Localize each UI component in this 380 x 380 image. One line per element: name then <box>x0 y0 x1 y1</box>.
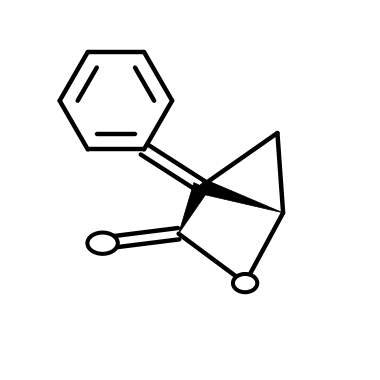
Polygon shape <box>199 179 283 213</box>
Ellipse shape <box>233 274 257 292</box>
Polygon shape <box>179 182 209 234</box>
Ellipse shape <box>87 233 118 254</box>
